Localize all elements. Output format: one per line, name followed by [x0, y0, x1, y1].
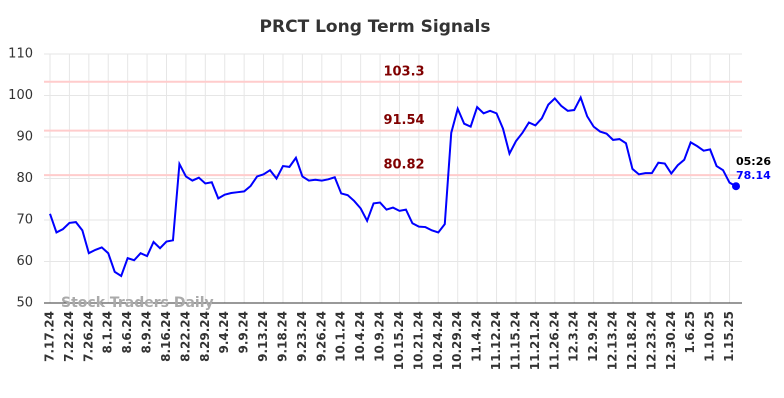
x-tick-label: 10.4.24 [353, 311, 367, 362]
x-tick-label: 11.15.24 [508, 311, 522, 370]
signal-label: 103.3 [383, 64, 424, 79]
x-tick-label: 1.6.25 [683, 311, 697, 354]
x-tick-label: 12.23.24 [644, 311, 658, 370]
x-tick-label: 10.29.24 [450, 311, 464, 370]
last-time: 05:26 [736, 155, 771, 168]
y-tick-label: 60 [16, 254, 33, 269]
x-tick-label: 9.13.24 [256, 311, 270, 362]
x-tick-label: 11.12.24 [489, 311, 503, 370]
x-tick-label: 12.13.24 [606, 311, 620, 370]
y-tick-label: 80 [16, 171, 33, 186]
x-tick-label: 7.22.24 [62, 311, 76, 362]
x-tick-label: 7.26.24 [81, 311, 95, 362]
last-value: 78.14 [736, 169, 771, 182]
y-tick-label: 100 [8, 88, 33, 103]
last-point [732, 182, 740, 191]
x-tick-label: 8.29.24 [198, 311, 212, 362]
x-tick-label: 12.18.24 [625, 311, 639, 370]
y-tick-label: 110 [8, 47, 33, 62]
x-tick-label: 8.22.24 [178, 311, 192, 362]
x-tick-label: 1.10.25 [703, 311, 717, 362]
x-tick-label: 12.3.24 [567, 311, 581, 362]
x-tick-label: 7.17.24 [43, 311, 57, 362]
x-tick-label: 8.16.24 [159, 311, 173, 362]
signal-label: 80.82 [383, 158, 424, 173]
x-tick-label: 10.9.24 [373, 311, 387, 362]
x-tick-label: 10.15.24 [392, 311, 406, 370]
watermark: Stock Traders Daily [61, 295, 214, 311]
x-tick-label: 9.9.24 [237, 311, 251, 354]
x-tick-label: 10.21.24 [411, 311, 425, 370]
x-tick-label: 8.6.24 [120, 311, 134, 354]
price-line [49, 95, 737, 278]
x-tick-label: 11.21.24 [528, 311, 542, 370]
x-tick-label: 8.1.24 [101, 311, 115, 354]
x-tick-label: 9.18.24 [275, 311, 289, 362]
chart-title: PRCT Long Term Signals [260, 17, 491, 37]
x-tick-label: 11.4.24 [470, 311, 484, 362]
x-tick-label: 9.26.24 [314, 311, 328, 362]
y-tick-label: 50 [16, 296, 33, 311]
x-tick-label: 12.30.24 [664, 311, 678, 370]
x-tick-label: 11.26.24 [547, 311, 561, 370]
x-tick-label: 12.9.24 [586, 311, 600, 362]
x-tick-label: 9.23.24 [295, 311, 309, 362]
y-tick-label: 70 [16, 213, 33, 228]
y-tick-label: 90 [16, 130, 33, 145]
x-tick-label: 10.24.24 [431, 311, 445, 370]
x-tick-label: 10.1.24 [334, 311, 348, 362]
x-tick-label: 9.4.24 [217, 311, 231, 354]
x-tick-label: 8.9.24 [140, 311, 154, 354]
x-tick-label: 1.15.25 [722, 311, 736, 362]
signal-label: 91.54 [383, 113, 424, 128]
